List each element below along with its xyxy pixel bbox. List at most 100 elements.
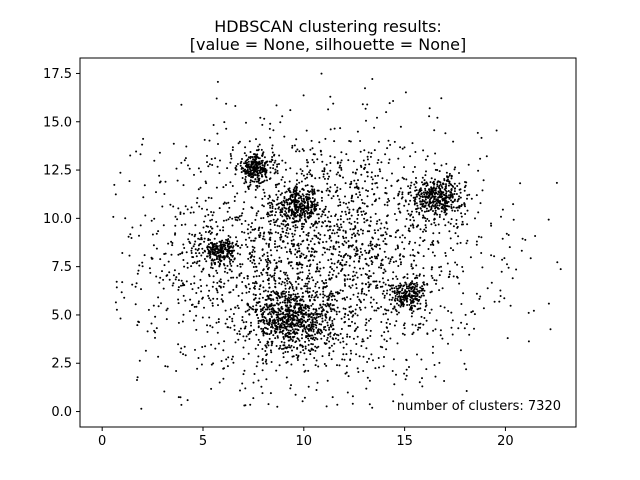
data-point [300,323,302,326]
data-point [182,294,185,297]
data-point [420,315,423,318]
data-point [357,196,359,199]
data-point [455,222,458,225]
data-point [284,273,287,276]
data-point [272,164,275,166]
data-point [322,309,325,312]
data-point [324,286,326,288]
data-point [196,197,199,200]
data-point [278,225,281,228]
data-point [209,251,212,254]
data-point [315,319,318,322]
data-point [423,200,426,203]
data-point [289,248,292,251]
data-point [339,204,342,207]
data-point [384,153,387,156]
data-point [355,186,358,189]
data-point [306,193,309,196]
data-point [322,290,325,293]
data-point [387,309,390,312]
data-point [277,232,280,234]
data-point [344,182,347,185]
data-point [465,323,468,326]
data-point [498,300,501,303]
data-point [439,305,442,308]
data-point [408,308,411,311]
data-point [466,239,469,242]
data-point [406,304,409,306]
data-point [379,247,381,250]
data-point [310,334,313,337]
data-point [249,179,252,182]
data-point [172,282,175,285]
data-point [425,170,427,173]
data-point [458,172,460,174]
data-point [261,181,264,184]
data-point [343,297,346,300]
data-point [403,177,405,180]
data-point [181,320,184,323]
data-point [330,197,333,200]
data-point [258,185,261,188]
data-point [450,203,453,206]
data-point [259,310,262,313]
data-point [415,195,418,198]
data-point [369,301,372,304]
data-point [254,166,257,169]
data-point [311,303,314,305]
data-point [241,177,244,179]
data-point [398,254,401,257]
data-point [162,278,165,281]
data-point [290,344,293,347]
data-point [373,255,376,258]
data-point [379,285,382,288]
data-point [251,245,254,248]
data-point [534,235,537,237]
data-point [307,309,310,312]
data-point [344,308,347,310]
data-point [310,185,313,188]
data-point [222,285,225,288]
data-point [412,310,415,313]
data-point [244,404,247,407]
data-point [388,262,391,265]
data-point [215,97,218,100]
data-point [268,196,271,198]
data-point [422,191,425,194]
data-point [255,333,258,336]
data-point [218,381,221,384]
data-point [154,331,157,334]
data-point [172,205,175,208]
data-point [360,210,363,213]
data-point [268,311,271,314]
data-point [399,282,402,285]
data-point [331,232,334,235]
data-point [289,167,292,170]
data-point [260,271,263,274]
data-point [248,140,251,143]
data-point [356,217,359,220]
data-point [409,219,412,221]
data-point [280,340,283,343]
data-point [430,266,433,269]
data-point [213,258,216,261]
data-point [405,374,408,377]
data-point [299,254,302,257]
data-point [191,256,194,258]
data-point [450,191,453,194]
data-point [462,292,465,295]
data-point [233,200,236,202]
data-point [177,302,180,305]
data-point [197,286,200,289]
data-point [262,151,265,154]
data-point [259,284,262,287]
data-point [258,275,261,277]
data-point [246,168,249,171]
data-point [331,298,334,301]
data-point [311,237,314,240]
scatter-points [112,72,562,410]
data-point [327,108,330,111]
data-point [218,280,221,283]
data-point [409,155,412,158]
data-point [304,218,307,221]
